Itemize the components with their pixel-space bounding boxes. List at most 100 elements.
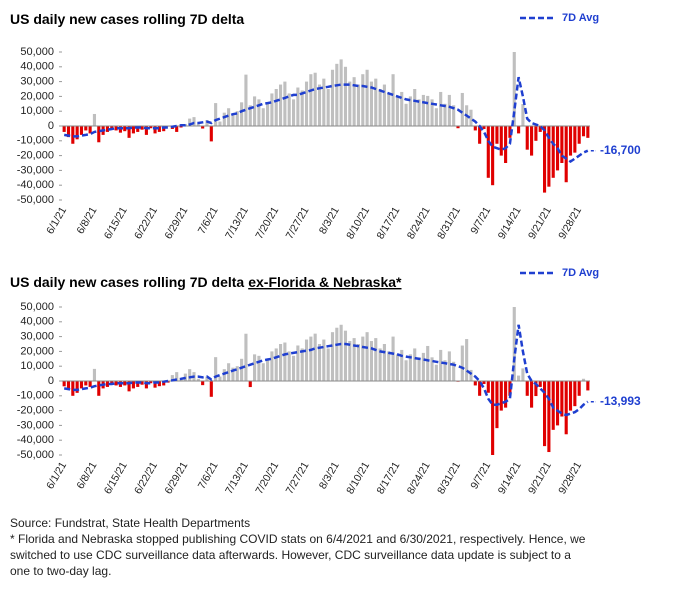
- y-tick-label: 50,000: [20, 46, 54, 58]
- bar: [378, 348, 382, 381]
- bar: [365, 69, 369, 126]
- y-tick-label: -50,000: [17, 449, 54, 461]
- bar: [530, 126, 534, 156]
- bar: [452, 105, 456, 126]
- bar: [304, 81, 309, 126]
- avg-line: [63, 76, 589, 164]
- bar: [352, 77, 356, 126]
- bar: [517, 375, 521, 381]
- bar: [309, 74, 313, 126]
- bar: [291, 355, 296, 381]
- legend-label: 7D Avg: [562, 12, 599, 24]
- bar: [434, 108, 438, 126]
- bar: [361, 74, 365, 126]
- x-tick-label: 8/17/21: [375, 460, 403, 496]
- bar: [504, 381, 508, 408]
- bar: [110, 126, 114, 129]
- bar: [149, 126, 153, 129]
- bar: [140, 126, 144, 130]
- bar: [369, 341, 374, 381]
- bar: [525, 381, 529, 396]
- bar: [391, 74, 395, 126]
- bar: [253, 354, 257, 381]
- bar: [283, 342, 287, 381]
- bar: [278, 344, 283, 381]
- bar: [525, 126, 529, 150]
- y-tick-label: -40,000: [17, 179, 54, 191]
- bar: [92, 368, 97, 381]
- bar: [322, 78, 326, 126]
- bar: [296, 345, 300, 381]
- bar: [486, 126, 490, 178]
- bar: [266, 360, 270, 381]
- x-tick-label: 7/6/21: [196, 460, 221, 491]
- end-label: -16,700: [600, 143, 641, 157]
- bar: [417, 357, 421, 381]
- bar: [157, 126, 161, 132]
- bar: [71, 126, 75, 144]
- bar: [534, 381, 538, 397]
- y-tick-label: 50,000: [20, 301, 54, 313]
- bar: [153, 381, 157, 388]
- bar: [356, 84, 361, 126]
- x-tick-label: 6/1/21: [44, 460, 69, 491]
- bar: [577, 126, 581, 144]
- bar: [257, 355, 261, 381]
- bar: [127, 126, 131, 138]
- bar: [330, 69, 335, 126]
- bar: [244, 333, 248, 381]
- bar: [188, 118, 192, 126]
- bar: [227, 363, 231, 381]
- bar: [465, 339, 469, 381]
- bar: [547, 381, 551, 453]
- bar: [136, 381, 140, 387]
- bar: [196, 124, 200, 126]
- bar: [105, 126, 110, 132]
- footnote: switched to use CDC surveillance data af…: [10, 548, 571, 562]
- bar: [521, 103, 525, 126]
- bar: [218, 121, 222, 126]
- bar: [175, 126, 179, 132]
- y-tick-label: -20,000: [17, 405, 54, 417]
- bar: [304, 339, 309, 381]
- bar: [521, 368, 525, 381]
- bar: [512, 307, 516, 381]
- bar: [330, 332, 335, 381]
- bar: [88, 381, 92, 387]
- bar: [248, 105, 252, 126]
- bar: [356, 344, 361, 381]
- bar: [568, 381, 573, 411]
- bar: [343, 66, 348, 126]
- y-tick-label: 20,000: [20, 345, 54, 357]
- y-tick-label: -10,000: [17, 390, 54, 402]
- bar: [326, 89, 330, 126]
- bar: [460, 92, 464, 126]
- bar: [534, 126, 538, 141]
- x-tick-label: 6/29/21: [162, 460, 190, 496]
- bar: [478, 126, 482, 144]
- bar: [538, 126, 542, 132]
- bar: [149, 381, 153, 384]
- bar: [257, 99, 261, 126]
- x-tick-label: 9/7/21: [468, 460, 493, 491]
- bar: [231, 367, 235, 381]
- y-tick-label: 0: [48, 375, 54, 387]
- chart-title: US daily new cases rolling 7D delta ex-Fl…: [10, 274, 402, 290]
- bar: [66, 381, 71, 390]
- bar: [434, 364, 438, 381]
- bar: [530, 381, 534, 408]
- bar: [205, 120, 209, 126]
- bar: [222, 112, 226, 126]
- bar: [439, 349, 443, 381]
- bar: [123, 126, 127, 132]
- y-tick-label: 40,000: [20, 316, 54, 328]
- bar: [551, 126, 555, 178]
- bar: [270, 93, 274, 126]
- bar: [408, 96, 412, 126]
- x-tick-label: 7/13/21: [223, 205, 251, 241]
- bar: [214, 103, 218, 126]
- bar: [430, 99, 434, 126]
- chart-title: US daily new cases rolling 7D delta: [10, 11, 244, 27]
- bar: [577, 381, 581, 396]
